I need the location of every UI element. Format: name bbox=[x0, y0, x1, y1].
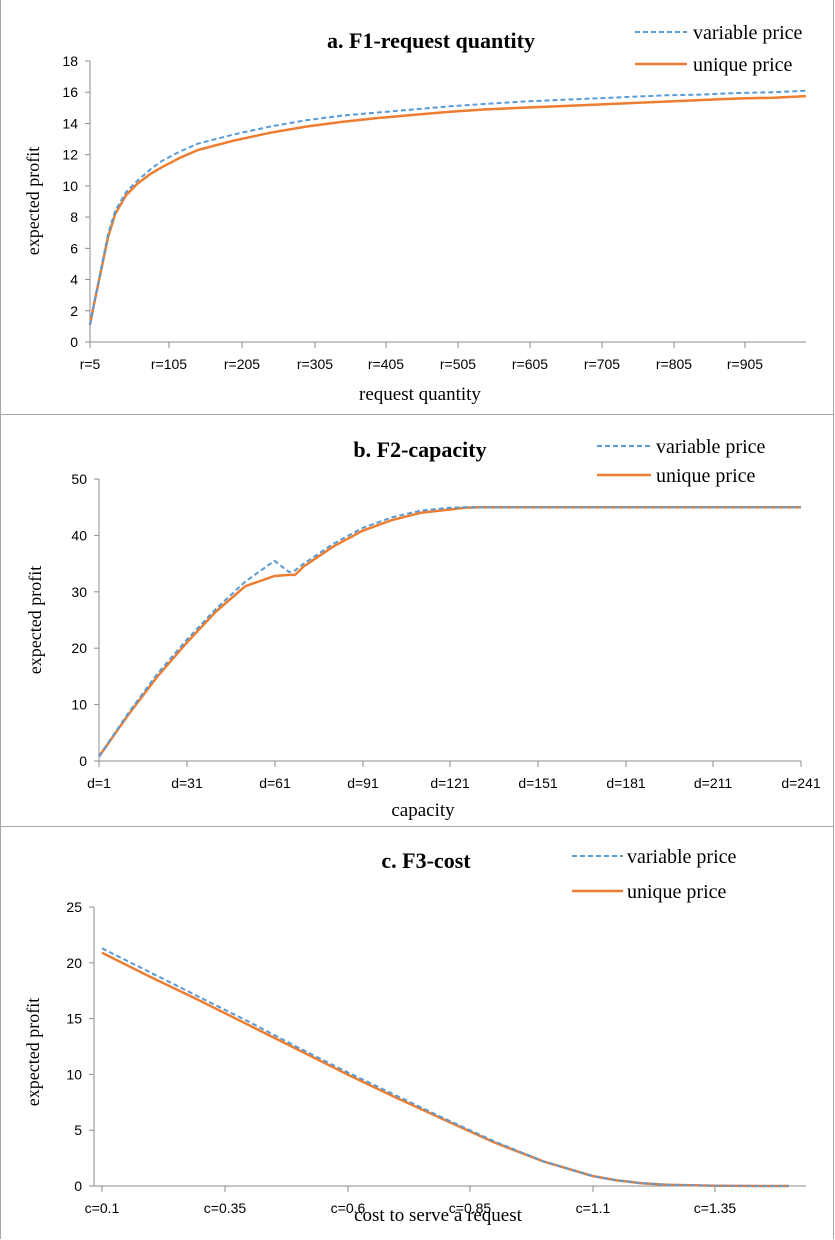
y-axis-label: expected profit bbox=[23, 147, 43, 255]
x-tick-label: d=211 bbox=[694, 775, 732, 791]
y-tick-label: 12 bbox=[62, 147, 78, 163]
y-tick-label: 4 bbox=[70, 272, 78, 288]
chart-a-svg: a. F1-request quantity variable price uniq… bbox=[23, 22, 807, 405]
x-tick-label: c=0.6 bbox=[331, 1200, 366, 1216]
chart-title: a. F1-request quantity bbox=[327, 28, 535, 53]
legend-label-variable-price: variable price bbox=[693, 22, 802, 44]
chart-panel-b: b. F2-capacity variable price unique price… bbox=[0, 414, 834, 827]
legend-label-variable-price: variable price bbox=[656, 436, 765, 458]
x-tick-label: r=405 bbox=[368, 356, 404, 372]
y-tick-label: 40 bbox=[71, 527, 87, 543]
x-tick-label: d=61 bbox=[259, 775, 291, 791]
series-line-variable-price bbox=[89, 89, 807, 325]
y-tick-label: 20 bbox=[71, 640, 87, 656]
x-tick-label: d=31 bbox=[171, 775, 203, 791]
x-tick-label: r=305 bbox=[297, 356, 333, 372]
y-tick-label: 8 bbox=[70, 209, 78, 225]
y-tick-label: 14 bbox=[62, 115, 78, 131]
x-tick-label: c=0.85 bbox=[449, 1200, 492, 1216]
y-tick-label: 18 bbox=[62, 53, 78, 69]
series-line-variable-price bbox=[101, 947, 789, 1187]
x-tick-label: r=605 bbox=[512, 356, 548, 372]
series-line-unique-price bbox=[101, 951, 789, 1188]
chart-panel-a: a. F1-request quantity variable price uniq… bbox=[0, 0, 834, 415]
y-tick-label: 10 bbox=[62, 178, 78, 194]
chart-c-svg: c. F3-cost variable price unique price 0 5 10… bbox=[23, 846, 806, 1226]
y-tick-label: 5 bbox=[74, 1122, 82, 1138]
series-line-unique-price bbox=[88, 94, 807, 326]
y-tick-label: 0 bbox=[79, 753, 87, 769]
y-tick-label: 50 bbox=[71, 471, 87, 487]
y-tick-label: 6 bbox=[70, 240, 78, 256]
y-tick-label: 16 bbox=[62, 84, 78, 100]
series-line-variable-price bbox=[98, 506, 801, 758]
x-tick-label: d=1 bbox=[87, 775, 111, 791]
y-tick-label: 2 bbox=[70, 303, 78, 319]
x-tick-label: d=151 bbox=[518, 775, 558, 791]
x-tick-label: c=1.35 bbox=[694, 1200, 737, 1216]
legend-label-unique-price: unique price bbox=[627, 881, 727, 903]
x-tick-label: r=205 bbox=[224, 356, 260, 372]
y-tick-label: 0 bbox=[70, 334, 78, 350]
x-tick-label: c=0.1 bbox=[85, 1200, 120, 1216]
chart-panel-c: c. F3-cost variable price unique price 0 5 10… bbox=[0, 826, 834, 1239]
y-tick-label: 25 bbox=[66, 899, 82, 915]
x-axis-label: cost to serve a request bbox=[354, 1205, 522, 1226]
x-tick-label: c=0.35 bbox=[204, 1200, 247, 1216]
y-axis-label: expected profit bbox=[23, 998, 43, 1106]
legend-label-unique-price: unique price bbox=[693, 54, 793, 76]
x-tick-label: d=91 bbox=[347, 775, 379, 791]
chart-title: b. F2-capacity bbox=[353, 437, 486, 462]
x-tick-label: r=805 bbox=[656, 356, 692, 372]
x-axis-label: capacity bbox=[391, 800, 455, 821]
legend-label-unique-price: unique price bbox=[656, 465, 756, 487]
x-tick-label: d=181 bbox=[606, 775, 646, 791]
y-tick-label: 10 bbox=[66, 1066, 82, 1082]
x-axis-label: request quantity bbox=[359, 384, 481, 405]
y-tick-label: 0 bbox=[74, 1178, 82, 1194]
chart-title: c. F3-cost bbox=[381, 848, 471, 873]
y-axis-label: expected profit bbox=[25, 566, 45, 674]
legend-label-variable-price: variable price bbox=[627, 846, 736, 868]
x-tick-label: c=1.1 bbox=[576, 1200, 611, 1216]
x-tick-label: r=905 bbox=[727, 356, 763, 372]
y-tick-label: 10 bbox=[71, 697, 87, 713]
x-tick-label: r=105 bbox=[151, 356, 187, 372]
series-line-unique-price bbox=[97, 505, 801, 758]
x-tick-label: d=241 bbox=[781, 775, 821, 791]
y-tick-label: 30 bbox=[71, 584, 87, 600]
chart-b-svg: b. F2-capacity variable price unique price… bbox=[25, 436, 821, 821]
y-tick-label: 20 bbox=[66, 955, 82, 971]
x-tick-label: d=121 bbox=[430, 775, 470, 791]
x-tick-label: r=505 bbox=[440, 356, 476, 372]
x-tick-label: r=705 bbox=[584, 356, 620, 372]
x-tick-label: r=5 bbox=[80, 356, 101, 372]
y-tick-label: 15 bbox=[66, 1011, 82, 1027]
